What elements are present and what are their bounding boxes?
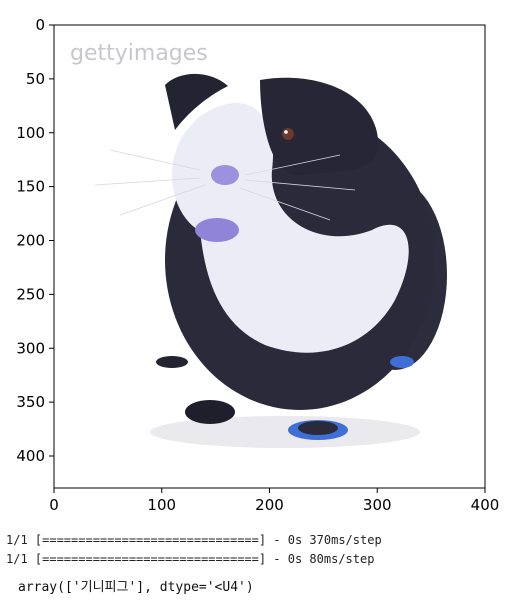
image-plot: gettyimages 0 50 100 150 200 250 300 350 400 0 10… [16,16,499,514]
y-tick-label: 50 [26,70,45,88]
watermark-text: gettyimages [70,41,208,66]
x-tick-label: 300 [363,496,392,514]
console-log-line-1: 1/1 [==============================] - 0… [6,533,382,547]
prediction-output: array(['기니피그'], dtype='<U4') [18,580,254,595]
y-tick-label: 350 [16,393,45,411]
y-tick-label: 300 [16,339,45,357]
y-tick-label: 100 [16,124,45,142]
y-tick-label: 150 [16,178,45,196]
console-log-line-2: 1/1 [==============================] - 0… [6,552,375,566]
y-axis-ticks: 0 50 100 150 200 250 300 350 400 [16,16,54,465]
x-tick-label: 200 [255,496,284,514]
x-tick-label: 0 [49,496,59,514]
y-tick-label: 400 [16,447,45,465]
x-tick-label: 400 [471,496,500,514]
y-tick-label: 250 [16,285,45,303]
x-tick-label: 100 [147,496,176,514]
y-tick-label: 200 [16,232,45,250]
y-tick-label: 0 [35,16,45,34]
x-axis-ticks: 0 100 200 300 400 [49,488,499,514]
guinea-pig-image [94,73,447,448]
